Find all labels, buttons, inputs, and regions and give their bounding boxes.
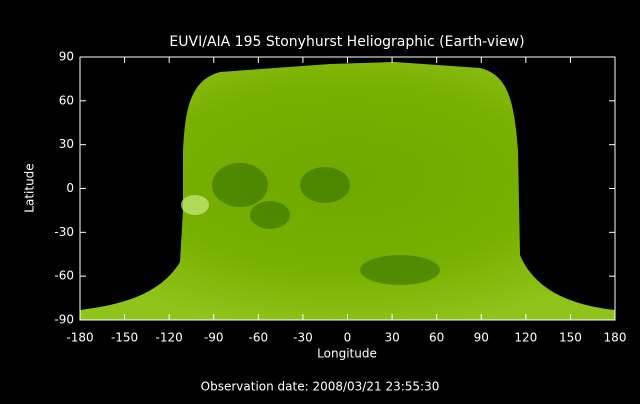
x-tick-label: 150 — [559, 331, 582, 345]
x-tick-label: -120 — [156, 331, 183, 345]
x-tick-label: -30 — [293, 331, 313, 345]
x-tick-label: 90 — [474, 331, 489, 345]
x-tick-label: -180 — [66, 331, 93, 345]
x-tick-label: -60 — [249, 331, 269, 345]
bright-region — [181, 195, 209, 215]
x-tick-label: 180 — [604, 331, 627, 345]
x-tick-label: 120 — [514, 331, 537, 345]
y-tick-label: -30 — [54, 225, 74, 239]
y-axis-label: Latitude — [23, 163, 37, 212]
map-texture — [212, 163, 440, 285]
y-tick-label: 30 — [59, 137, 74, 151]
x-tick-label: -90 — [204, 331, 224, 345]
chart-title: EUVI/AIA 195 Stonyhurst Heliographic (Ea… — [169, 34, 524, 50]
y-tick-label: 60 — [59, 93, 74, 107]
x-tick-label: 60 — [429, 331, 444, 345]
y-tick-label: -60 — [54, 269, 74, 283]
y-tick-label: -90 — [54, 313, 74, 327]
observation-date: Observation date: 2008/03/21 23:55:30 — [201, 380, 440, 394]
x-tick-label: -150 — [111, 331, 138, 345]
x-tick-label: 0 — [344, 331, 352, 345]
y-tick-label: 0 — [66, 181, 74, 195]
x-tick-label: 30 — [384, 331, 399, 345]
x-axis-label: Longitude — [317, 347, 377, 361]
y-tick-label: 90 — [59, 50, 74, 64]
